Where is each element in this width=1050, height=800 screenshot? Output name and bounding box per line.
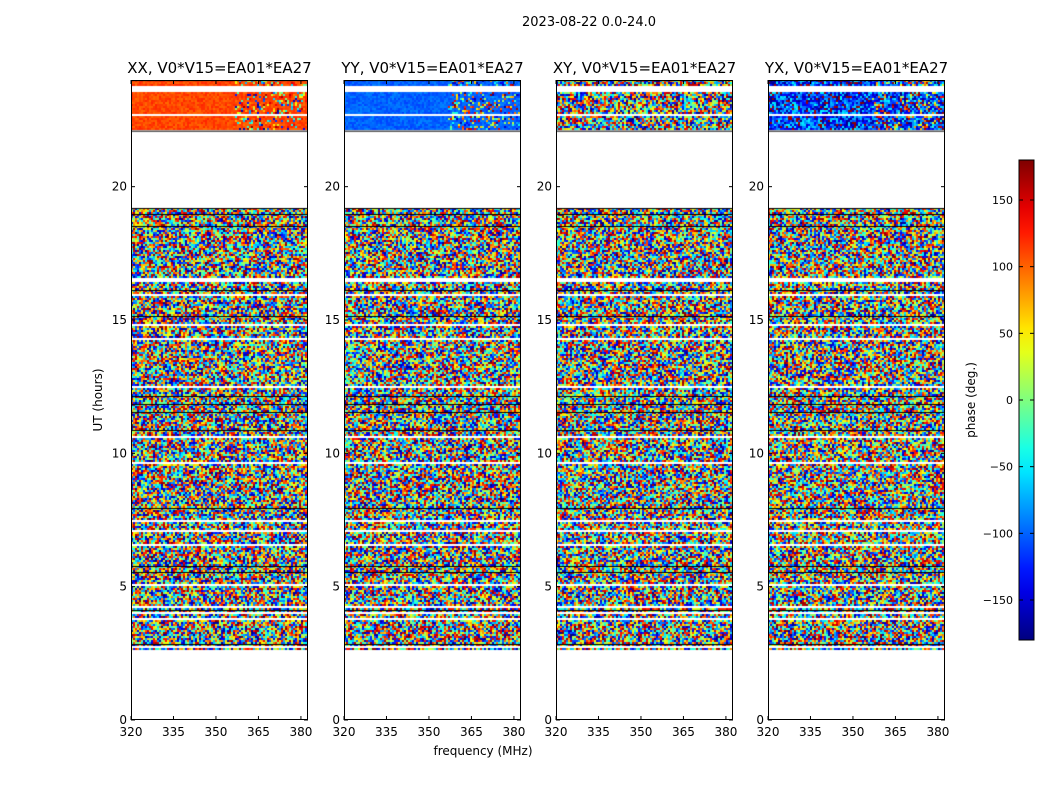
x-tick-label: 350 [630, 725, 653, 739]
x-tick-label: 365 [672, 725, 695, 739]
y-tick-label: 0 [119, 713, 127, 727]
y-tick-label: 10 [749, 446, 764, 460]
x-tick-label: 335 [587, 725, 610, 739]
panel-frame [344, 80, 521, 720]
y-tick-label: 0 [544, 713, 552, 727]
x-tick-label: 365 [884, 725, 907, 739]
y-tick-label: 15 [112, 313, 127, 327]
panel-title: YY, V0*V15=EA01*EA27 [340, 59, 523, 77]
colorbar-tick-label: −150 [983, 594, 1013, 607]
x-tick-label: 365 [247, 725, 270, 739]
y-tick-label: 20 [112, 180, 127, 194]
y-tick-label: 5 [544, 580, 552, 594]
y-tick-label: 20 [537, 180, 552, 194]
x-tick-label: 380 [714, 725, 737, 739]
phase-waterfall-yx [768, 80, 945, 720]
x-tick-label: 335 [162, 725, 185, 739]
x-tick-label: 365 [460, 725, 483, 739]
colorbar-tick-label: −100 [983, 527, 1013, 540]
y-axis-label: UT (hours) [91, 368, 105, 431]
phase-waterfall-yy [344, 80, 521, 720]
y-tick-label: 15 [537, 313, 552, 327]
x-tick-label: 320 [333, 725, 356, 739]
x-tick-label: 380 [502, 725, 525, 739]
x-tick-label: 350 [205, 725, 228, 739]
panel-frame [556, 80, 733, 720]
y-tick-label: 5 [756, 580, 764, 594]
y-tick-label: 5 [119, 580, 127, 594]
x-tick-label: 320 [757, 725, 780, 739]
colorbar-label: phase (deg.) [964, 362, 978, 438]
panel-title: XY, V0*V15=EA01*EA27 [553, 59, 736, 77]
panel-frame [768, 80, 945, 720]
x-tick-label: 335 [799, 725, 822, 739]
y-tick-label: 10 [112, 446, 127, 460]
y-tick-label: 10 [537, 446, 552, 460]
x-tick-label: 335 [375, 725, 398, 739]
y-tick-label: 5 [332, 580, 340, 594]
panel-title: XX, V0*V15=EA01*EA27 [127, 59, 311, 77]
colorbar-tick-label: 0 [1006, 394, 1013, 407]
y-tick-label: 0 [756, 713, 764, 727]
x-tick-label: 350 [418, 725, 441, 739]
figure-title: 2023-08-22 0.0-24.0 [522, 15, 656, 30]
y-tick-label: 10 [325, 446, 340, 460]
x-tick-label: 380 [926, 725, 949, 739]
colorbar-tick-label: 50 [999, 327, 1013, 340]
x-tick-label: 320 [545, 725, 568, 739]
phase-waterfall-xx [131, 80, 308, 720]
x-tick-label: 350 [842, 725, 865, 739]
panel-title: YX, V0*V15=EA01*EA27 [764, 59, 948, 77]
colorbar-tick-label: 150 [992, 194, 1013, 207]
phase-waterfall-xy [556, 80, 733, 720]
panel-frame [131, 80, 308, 720]
colorbar-tick-label: −50 [990, 461, 1013, 474]
y-tick-label: 15 [325, 313, 340, 327]
y-tick-label: 15 [749, 313, 764, 327]
x-tick-label: 320 [120, 725, 143, 739]
y-tick-label: 20 [749, 180, 764, 194]
y-tick-label: 0 [332, 713, 340, 727]
y-tick-label: 20 [325, 180, 340, 194]
x-axis-label: frequency (MHz) [433, 744, 532, 758]
x-tick-label: 380 [289, 725, 312, 739]
colorbar-tick-label: 100 [992, 261, 1013, 274]
